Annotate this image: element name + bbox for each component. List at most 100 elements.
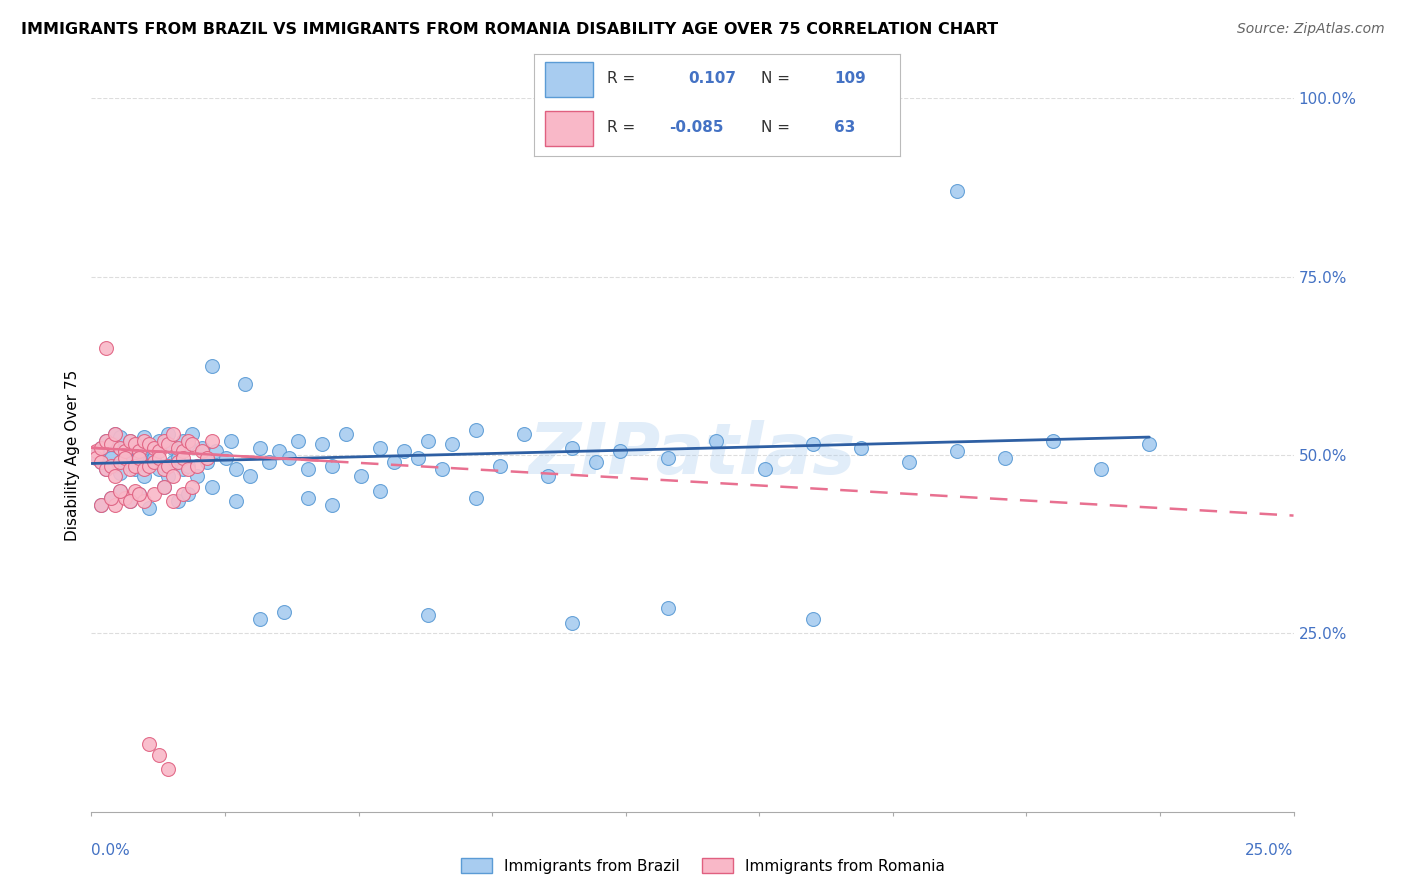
Point: [1137, 437, 1160, 451]
Point: [513, 426, 536, 441]
Point: [94, 434, 117, 448]
Text: ZIPatlas: ZIPatlas: [529, 420, 856, 490]
Point: [138, 458, 160, 473]
Point: [191, 441, 214, 455]
Point: [162, 455, 184, 469]
Point: [104, 437, 127, 451]
Point: [100, 444, 122, 458]
Point: [138, 737, 160, 751]
Point: [142, 451, 165, 466]
Point: [172, 434, 194, 448]
Point: [142, 487, 165, 501]
Point: [465, 423, 488, 437]
Point: [157, 426, 180, 441]
Point: [801, 612, 824, 626]
Point: [94, 462, 117, 476]
Point: [297, 462, 319, 476]
Text: Source: ZipAtlas.com: Source: ZipAtlas.com: [1237, 22, 1385, 37]
Point: [138, 455, 160, 469]
Point: [100, 458, 122, 473]
Point: [142, 455, 165, 469]
Point: [408, 451, 430, 466]
Point: [118, 462, 141, 476]
Point: [297, 491, 319, 505]
Point: [124, 458, 146, 473]
Point: [142, 444, 165, 458]
Point: [167, 441, 190, 455]
Point: [215, 451, 238, 466]
Point: [138, 441, 160, 455]
Point: [162, 441, 184, 455]
Point: [162, 426, 184, 441]
Point: [181, 426, 204, 441]
Point: [335, 426, 357, 441]
Point: [104, 426, 127, 441]
Point: [167, 451, 190, 466]
Point: [138, 501, 160, 516]
Point: [801, 437, 824, 451]
Point: [134, 430, 156, 444]
Point: [219, 434, 242, 448]
Point: [191, 444, 214, 458]
Point: [849, 441, 872, 455]
Point: [176, 437, 198, 451]
Point: [118, 494, 141, 508]
Point: [90, 455, 112, 469]
Point: [609, 444, 631, 458]
Point: [537, 469, 560, 483]
Point: [233, 376, 256, 391]
Point: [104, 498, 127, 512]
Point: [100, 437, 122, 451]
Point: [118, 494, 141, 508]
Point: [201, 434, 224, 448]
Point: [128, 451, 150, 466]
Point: [90, 441, 112, 455]
Point: [172, 462, 194, 476]
Point: [368, 441, 391, 455]
Point: [489, 458, 512, 473]
Point: [225, 494, 247, 508]
Point: [273, 605, 295, 619]
Point: [897, 455, 920, 469]
Point: [754, 462, 776, 476]
Point: [110, 466, 132, 480]
Point: [90, 441, 112, 455]
Point: [152, 480, 174, 494]
Point: [128, 451, 150, 466]
Point: [118, 434, 141, 448]
Point: [152, 434, 174, 448]
Point: [432, 462, 454, 476]
Point: [104, 458, 127, 473]
Point: [186, 458, 208, 473]
Point: [157, 762, 180, 776]
Point: [148, 434, 170, 448]
Point: [657, 601, 679, 615]
Point: [90, 498, 112, 512]
Text: 109: 109: [834, 71, 866, 87]
Point: [100, 451, 122, 466]
Point: [181, 480, 204, 494]
Point: [416, 608, 439, 623]
Point: [259, 455, 281, 469]
Point: [90, 498, 112, 512]
Point: [134, 494, 156, 508]
Point: [350, 469, 373, 483]
Point: [118, 455, 141, 469]
Text: 25.0%: 25.0%: [1246, 843, 1294, 858]
Point: [249, 441, 271, 455]
Point: [162, 469, 184, 483]
Point: [100, 491, 122, 505]
Point: [440, 437, 463, 451]
Text: N =: N =: [761, 71, 790, 87]
Point: [172, 487, 194, 501]
Point: [94, 434, 117, 448]
Point: [267, 444, 290, 458]
Point: [110, 430, 132, 444]
Point: [321, 498, 343, 512]
Point: [104, 469, 127, 483]
Point: [172, 444, 194, 458]
Point: [157, 437, 180, 451]
Point: [657, 451, 679, 466]
Point: [110, 483, 132, 498]
Point: [167, 444, 190, 458]
